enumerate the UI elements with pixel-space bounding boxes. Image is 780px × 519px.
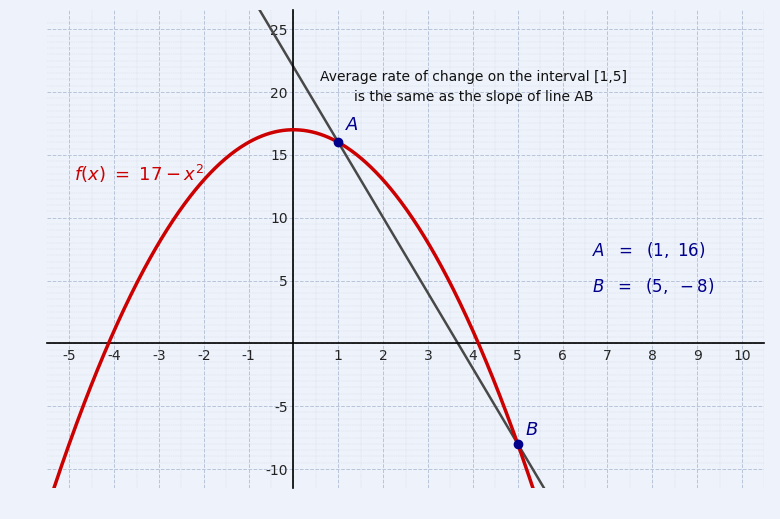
Text: $f(x)\ =\ 17-x^2$: $f(x)\ =\ 17-x^2$ xyxy=(74,162,204,185)
Text: Average rate of change on the interval [1,5]
is the same as the slope of line AB: Average rate of change on the interval [… xyxy=(321,70,627,104)
Text: A: A xyxy=(346,116,359,133)
Text: B: B xyxy=(526,421,538,439)
Text: $A\ \ =\ \ (1,\ 16)$
$B\ \ =\ \ (5,\ -8)$: $A\ \ =\ \ (1,\ 16)$ $B\ \ =\ \ (5,\ -8)… xyxy=(592,240,714,296)
